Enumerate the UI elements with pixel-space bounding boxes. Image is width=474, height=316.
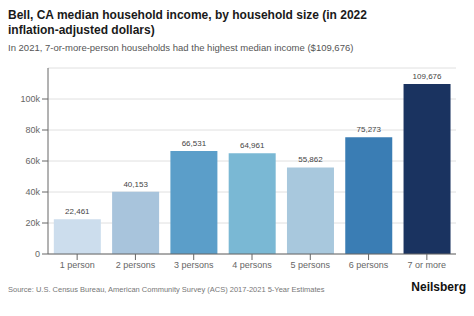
svg-text:3 persons: 3 persons [174,260,214,270]
svg-text:7 or more: 7 or more [408,260,447,270]
svg-text:64,961: 64,961 [240,141,265,150]
svg-text:40k: 40k [25,187,40,197]
html-text:Bell, CA median household inco: Bell, CA median household income, by hou… [8,8,367,37]
svg-text:75,273: 75,273 [357,125,382,134]
svg-text:22,461: 22,461 [65,207,90,216]
svg-text:80k: 80k [25,125,40,135]
svg-text:100k: 100k [20,94,40,104]
svg-text:109,676: 109,676 [413,72,442,81]
html-text:In 2021, 7-or-more-person hous: In 2021, 7-or-more-person households had… [8,42,354,53]
svg-text:40,153: 40,153 [123,180,148,189]
svg-text:5 persons: 5 persons [291,260,331,270]
svg-text:55,862: 55,862 [298,155,323,164]
svg-text:1 person: 1 person [60,260,95,270]
svg-text:66,531: 66,531 [182,139,207,148]
html-text:Source: U.S. Census Bureau, Am: Source: U.S. Census Bureau, American Com… [8,285,325,294]
svg-text:60k: 60k [25,156,40,166]
svg-text:6 persons: 6 persons [349,260,389,270]
html-text:Neilsberg: Neilsberg [411,280,466,294]
svg-text:4 persons: 4 persons [232,260,272,270]
svg-text:2 persons: 2 persons [116,260,156,270]
svg-text:0: 0 [35,249,40,259]
svg-text:20k: 20k [25,218,40,228]
